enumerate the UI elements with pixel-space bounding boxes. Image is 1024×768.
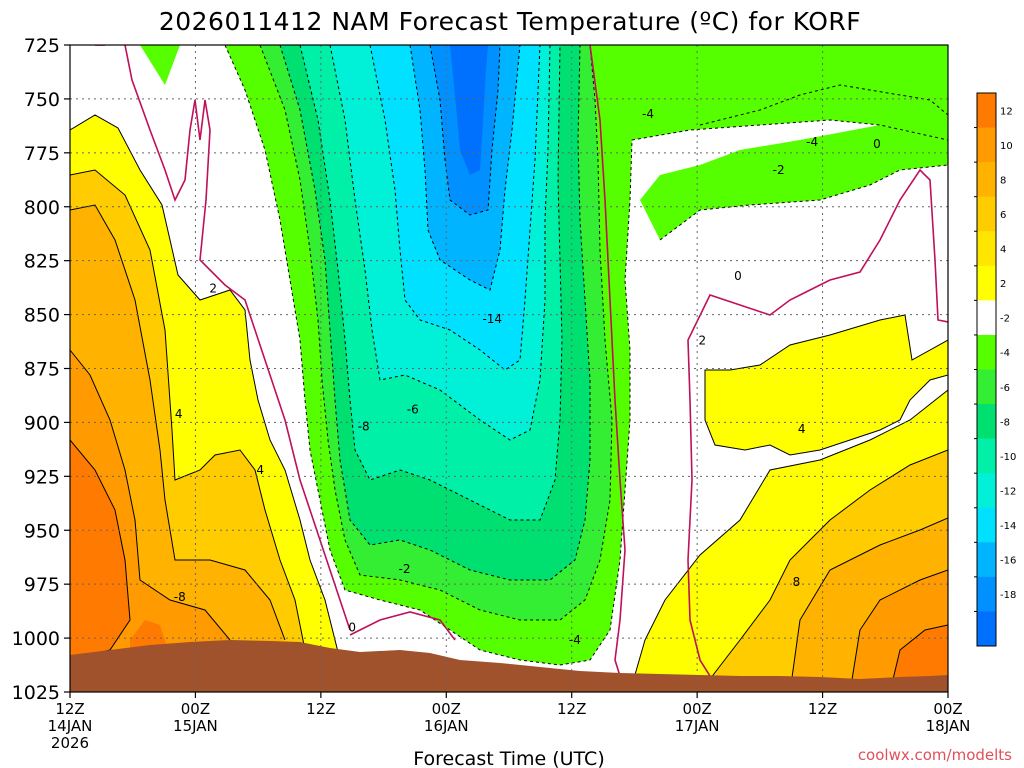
dashed-contours [224, 45, 948, 666]
y-tick-label: 825 [24, 251, 60, 273]
colorbar-swatch [977, 334, 996, 370]
y-tick-label: 775 [24, 143, 60, 165]
colorbar-label: -8 [1000, 417, 1010, 428]
contour-label: -4 [569, 633, 581, 647]
colorbar-swatch [977, 542, 996, 578]
colorbar-label: -14 [1000, 521, 1016, 532]
colorbar-swatch [977, 93, 996, 129]
colorbar-swatch [977, 127, 996, 163]
contour-label: 0 [348, 620, 356, 634]
contour-labels: 2 4 4 -8 0 -8 -6 -2 -14 -4 -4 -2 -4 0 0 2 4 8 [174, 107, 881, 647]
y-tick-label: 725 [24, 35, 60, 57]
terrain [70, 640, 948, 692]
y-tick-label: 975 [24, 574, 60, 596]
colorbar-label: 12 [1000, 106, 1013, 117]
x-tick-label: 17JAN [675, 717, 720, 735]
y-tick-label: 875 [24, 359, 60, 381]
x-tick-label: 16JAN [424, 717, 469, 735]
colorbar-swatch [977, 438, 996, 474]
colorbar-label: 8 [1000, 175, 1006, 186]
colorbar-label: -16 [1000, 556, 1016, 567]
cold-region-blue-3 [450, 45, 488, 175]
x-tick-label: 12Z [55, 700, 84, 718]
contour-label: 4 [175, 407, 183, 421]
colorbar-swatch [977, 369, 996, 405]
x-axis-label: Forecast Time (UTC) [413, 748, 604, 768]
warm-region-top-left [125, 45, 145, 90]
y-tick-label: 1025 [12, 682, 60, 704]
y-axis: 725 750 775 800 825 850 875 900 925 950 975 1000 102… [12, 35, 70, 704]
contour-label: 2 [699, 333, 707, 347]
colorbar-label: 4 [1000, 245, 1006, 256]
colorbar-label: -2 [1000, 314, 1010, 325]
orange-region-left-4 [70, 440, 130, 660]
x-tick-label: 12Z [557, 700, 586, 718]
contour-label: -4 [642, 107, 654, 121]
chart-title: 2026011412 NAM Forecast Temperature (ºC)… [159, 7, 861, 36]
contour-label: -2 [773, 163, 785, 177]
contour-label: 4 [256, 463, 264, 477]
contour-label: -6 [407, 402, 419, 416]
y-tick-label: 950 [24, 520, 60, 542]
colorbar-swatch [977, 300, 996, 336]
y-tick-label: 850 [24, 305, 60, 327]
x-tick-label: 00Z [682, 700, 711, 718]
x-tick-label: 00Z [933, 700, 962, 718]
y-tick-label: 900 [24, 412, 60, 434]
y-tick-label: 800 [24, 197, 60, 219]
x-tick-label: 00Z [432, 700, 461, 718]
colorbar-label: -12 [1000, 486, 1016, 497]
colorbar-label: -6 [1000, 383, 1010, 394]
colorbar-swatch [977, 473, 996, 509]
colorbar-swatch [977, 231, 996, 267]
x-tick-label: 14JAN [48, 717, 93, 735]
contour-label: -4 [806, 135, 818, 149]
orange-region-right-4 [890, 625, 948, 692]
x-tick-label: 12Z [808, 700, 837, 718]
contour-label: -8 [174, 590, 186, 604]
contour-label: -2 [398, 562, 410, 576]
credit-text[interactable]: coolwx.com/modelts [858, 746, 1012, 764]
x-tick-label: 18JAN [926, 717, 971, 735]
colorbar-label: 10 [1000, 141, 1013, 152]
contour-label: -8 [358, 420, 370, 434]
colorbar-label: 2 [1000, 279, 1006, 290]
cold-region-green-patch [640, 125, 948, 240]
contour-label: 4 [798, 422, 806, 436]
x-tick-label: 00Z [181, 700, 210, 718]
colorbar-label: -4 [1000, 348, 1010, 359]
x-tick-label: 15JAN [173, 717, 218, 735]
contour-label: 0 [873, 137, 881, 151]
colorbar-label: -10 [1000, 452, 1016, 463]
colorbar-label: 6 [1000, 210, 1006, 221]
cold-region-green-right [632, 45, 948, 140]
grid [70, 45, 948, 692]
colorbar-swatch [977, 404, 996, 440]
colorbar-swatch [977, 265, 996, 301]
y-tick-label: 925 [24, 466, 60, 488]
colorbar: 12 10 8 6 4 2 -2 -4 -6 -8 -10 -12 -14 -16 -18 [974, 92, 1016, 647]
contour-label: -14 [482, 312, 502, 326]
colorbar-swatch [977, 196, 996, 232]
colorbar-swatch [977, 611, 996, 647]
x-tick-label: 2026 [51, 734, 89, 752]
colorbar-swatch [977, 507, 996, 543]
x-tick-label: 12Z [306, 700, 335, 718]
colorbar-swatch [977, 162, 996, 198]
contour-label: 0 [734, 269, 742, 283]
contour-label: 8 [793, 575, 801, 589]
y-tick-label: 750 [24, 89, 60, 111]
colorbar-swatch [977, 576, 996, 612]
colorbar-label: -18 [1000, 590, 1016, 601]
freezing-isotherm [95, 45, 948, 692]
y-tick-label: 1000 [12, 628, 60, 650]
warm-region-right [705, 315, 948, 455]
contour-label: 2 [209, 282, 217, 296]
